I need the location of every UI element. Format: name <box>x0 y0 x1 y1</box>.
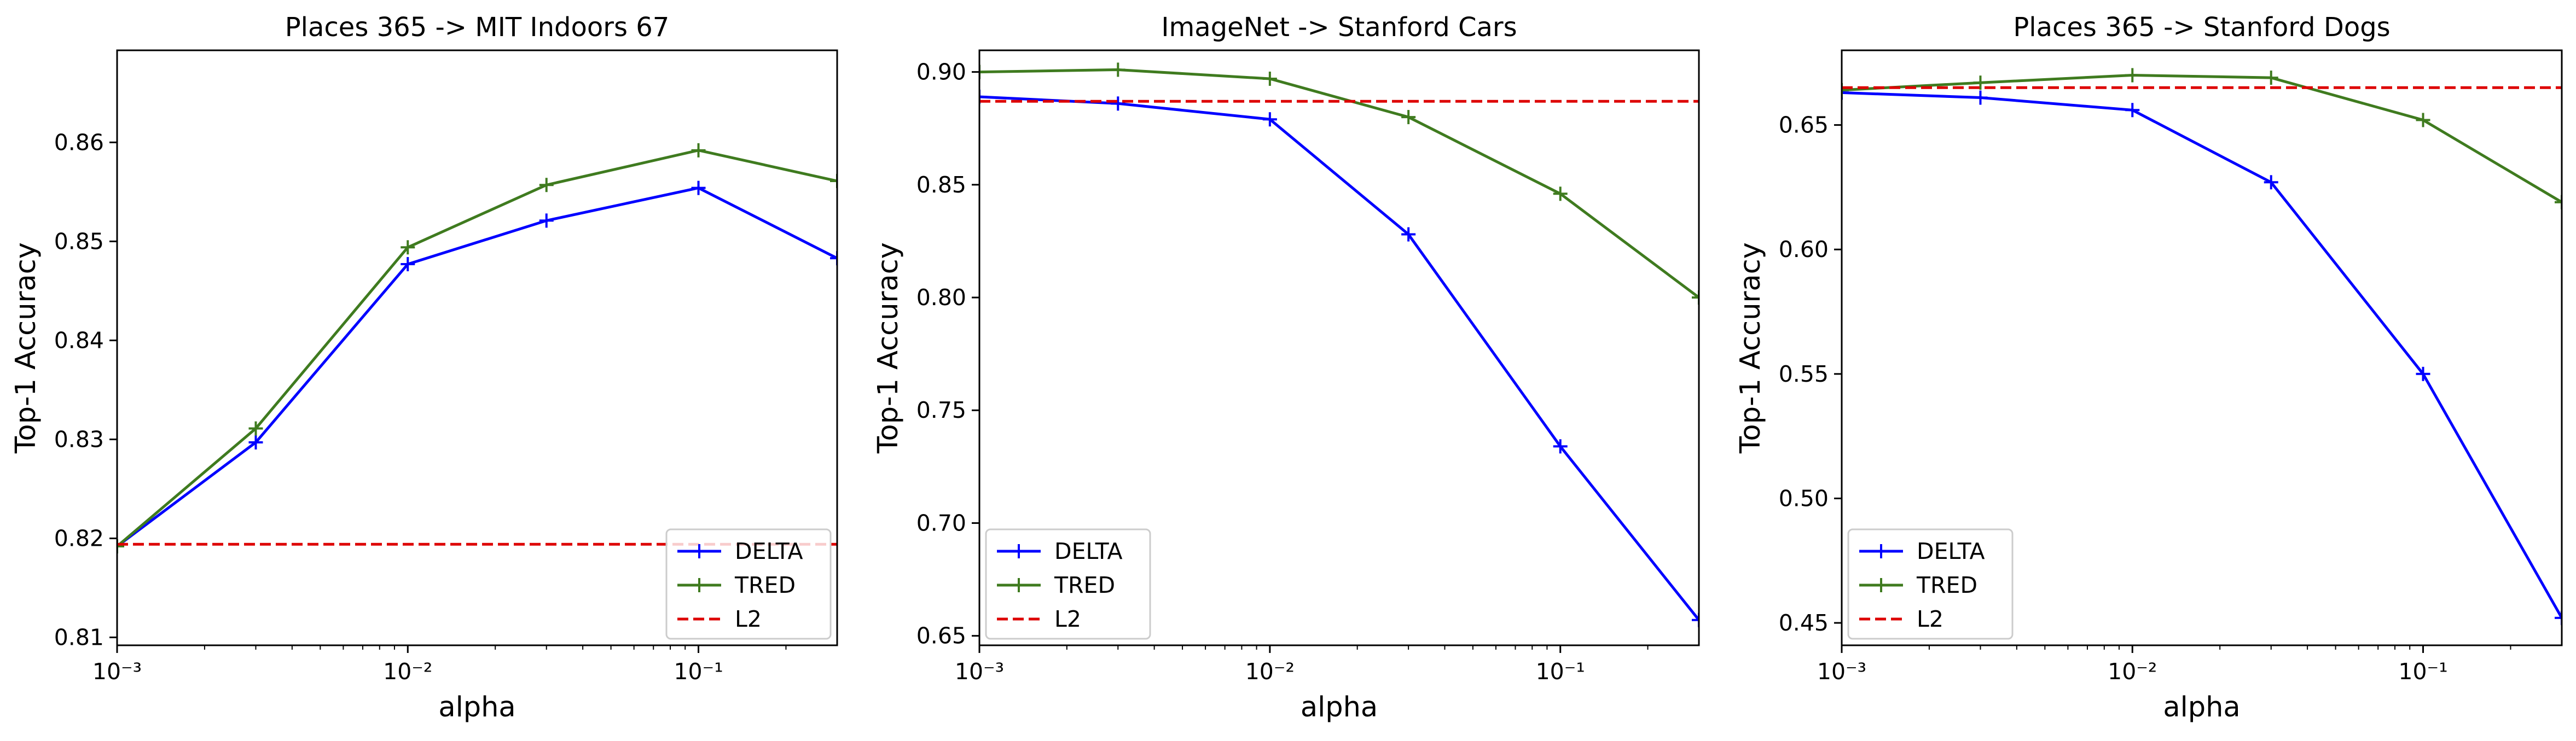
data-point-delta <box>1553 439 1568 454</box>
data-point-tred <box>2416 113 2430 127</box>
data-point-delta <box>979 89 987 104</box>
y-tick-label: 0.81 <box>54 625 104 651</box>
plot-frame <box>1841 49 2563 646</box>
legend-label-delta: DELTA <box>1917 538 1985 564</box>
x-tick-label: 10⁻³ <box>92 658 142 685</box>
chart-title: ImageNet -> Stanford Cars <box>1161 12 1517 43</box>
legend-label-delta: DELTA <box>1054 538 1123 564</box>
legend: DELTA TRED L2 <box>665 528 832 640</box>
data-point-tred <box>979 65 987 79</box>
y-tick-label: 0.55 <box>1779 361 1829 387</box>
legend-box <box>985 528 1151 640</box>
data-point-tred <box>539 178 554 192</box>
data-point-tred <box>1842 83 1849 97</box>
legend-label-delta: DELTA <box>735 538 803 564</box>
y-tick-label: 0.86 <box>54 129 104 155</box>
data-point-delta <box>2264 175 2278 190</box>
legend-label-tred: TRED <box>734 572 796 598</box>
data-point-delta <box>691 180 706 195</box>
data-point-delta <box>1401 227 1416 242</box>
legend-label-tred: TRED <box>1054 572 1115 598</box>
chart-title: Places 365 -> Stanford Dogs <box>2013 12 2390 43</box>
data-point-delta <box>830 251 837 266</box>
data-point-tred <box>1692 290 1699 305</box>
data-point-tred <box>1553 186 1568 201</box>
legend-label-tred: TRED <box>1916 572 1977 598</box>
x-tick-label: 10⁻³ <box>1817 658 1866 685</box>
y-tick-label: 0.85 <box>916 172 966 198</box>
y-tick-label: 0.90 <box>916 59 966 85</box>
x-tick-label: 10⁻³ <box>955 658 1004 685</box>
data-point-tred <box>117 539 124 553</box>
chart-panel-2: 10⁻³ 10⁻² 10⁻¹ 0.65 0.70 0.75 0.80 0.85 0.90 Imag… <box>872 12 1700 724</box>
y-tick-label: 0.82 <box>54 525 104 551</box>
legend-box <box>1847 528 2014 640</box>
data-point-tred <box>691 143 706 157</box>
data-point-delta <box>2416 366 2430 381</box>
data-point-tred <box>2264 71 2278 85</box>
legend-label-l2: L2 <box>1054 606 1081 632</box>
data-point-delta <box>248 435 263 450</box>
series-line-tred <box>117 149 837 547</box>
series-line-delta <box>1842 91 2562 619</box>
data-point-tred <box>1973 75 1988 90</box>
data-point-delta <box>539 213 554 228</box>
y-tick-label: 0.60 <box>1779 236 1829 262</box>
x-axis-label: alpha <box>1301 691 1378 724</box>
x-tick-label: 10⁻² <box>383 658 432 685</box>
data-point-delta <box>1842 85 1849 100</box>
chart-title: Places 365 -> MIT Indoors 67 <box>285 12 670 43</box>
data-point-delta <box>2125 103 2140 118</box>
data-point-delta <box>2555 610 2562 625</box>
y-tick-label: 0.83 <box>54 426 104 452</box>
y-tick-label: 0.75 <box>916 397 966 423</box>
data-point-delta <box>1111 96 1125 111</box>
y-tick-label: 0.84 <box>54 327 104 353</box>
series-line-tred <box>1842 73 2562 203</box>
y-tick-label: 0.45 <box>1779 610 1829 636</box>
x-tick-label: 10⁻² <box>1245 658 1295 685</box>
legend-label-l2: L2 <box>735 606 762 632</box>
x-tick-label: 10⁻¹ <box>1536 658 1585 685</box>
data-point-tred <box>1401 110 1416 125</box>
legend-box <box>665 528 832 640</box>
x-axis-label: alpha <box>2163 691 2240 724</box>
data-point-tred <box>1111 62 1125 77</box>
x-tick-label: 10⁻¹ <box>2398 658 2447 685</box>
chart-panel-3: 10⁻³ 10⁻² 10⁻¹ 0.45 0.50 0.55 0.60 0.65 Places 3… <box>1734 12 2563 724</box>
y-tick-label: 0.80 <box>916 284 966 311</box>
plot-frame <box>116 49 838 646</box>
y-tick-label: 0.65 <box>1779 112 1829 138</box>
y-tick-label: 0.50 <box>1779 485 1829 511</box>
data-point-delta <box>1262 112 1277 127</box>
y-tick-label: 0.65 <box>916 623 966 649</box>
y-axis-label: Top-1 Accuracy <box>872 242 904 454</box>
x-tick-label: 10⁻² <box>2108 658 2157 685</box>
legend: DELTA TRED L2 <box>985 528 1151 640</box>
legend: DELTA TRED L2 <box>1847 528 2014 640</box>
data-point-tred <box>248 421 263 436</box>
legend-label-l2: L2 <box>1917 606 1943 632</box>
plot-frame <box>978 49 1700 646</box>
chart-panel-1: 10⁻³ 10⁻² 10⁻¹ 0.81 0.82 0.83 0.84 0.85 0.86 Plac… <box>10 12 838 724</box>
series-line-delta <box>117 186 837 548</box>
x-tick-label: 10⁻¹ <box>674 658 723 685</box>
data-point-tred <box>2555 195 2562 209</box>
y-tick-label: 0.85 <box>54 228 104 254</box>
data-point-tred <box>830 173 837 188</box>
data-point-tred <box>401 240 415 255</box>
y-axis-label: Top-1 Accuracy <box>1734 242 1767 454</box>
data-point-delta <box>1692 612 1699 627</box>
series-line-tred <box>979 68 1699 299</box>
data-point-delta <box>1973 90 1988 105</box>
data-point-tred <box>2125 68 2140 83</box>
y-axis-label: Top-1 Accuracy <box>10 242 42 454</box>
x-axis-label: alpha <box>438 691 515 724</box>
y-tick-label: 0.70 <box>916 510 966 536</box>
data-point-tred <box>1262 71 1277 86</box>
data-point-delta <box>401 257 415 272</box>
